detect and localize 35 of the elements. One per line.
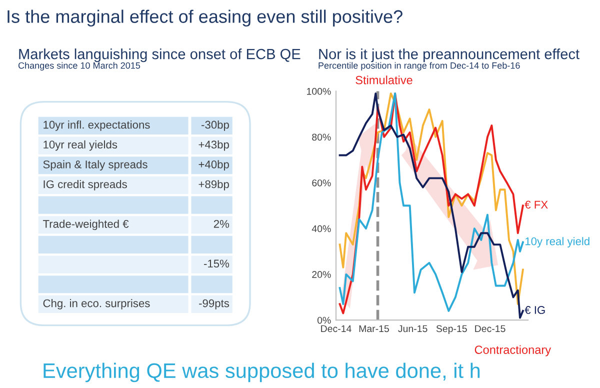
text: Markets languishing since onset of ECB QE (19, 48, 300, 62)
x-tick-label: Mar-15 (359, 325, 389, 332)
category-label: Trade-weighted € (43, 220, 129, 230)
text: +40bp (198, 160, 229, 171)
x-tick-label: Jun-15 (398, 325, 428, 332)
x-tick-label: Dec-14 (321, 325, 352, 332)
text: Everything QE was supposed to have done, it h (44, 362, 480, 382)
y-tick-label: 40% (312, 225, 331, 232)
series-label: € FX (524, 200, 548, 209)
text: +89bp (198, 180, 229, 190)
y-tick-label: 60% (312, 179, 331, 186)
y-tick-label: 0% (317, 316, 331, 324)
text: Stimulative (356, 76, 412, 84)
text: Contractionary (474, 345, 552, 356)
chart-subtitle: Percentile position in range from Dec-14 to Feb-16 (318, 62, 520, 70)
series-label: 10y real yield (525, 237, 590, 248)
chart-title: Nor is it just the preannouncement effect (319, 48, 580, 62)
text: -30bp (202, 120, 229, 131)
category-label: 10yr real yields (44, 140, 118, 151)
text: Changes since 10 March 2015 (18, 62, 140, 70)
category-label: Chg. in eco. surprises (43, 299, 150, 310)
category-label: 10yr infl. expectations (44, 120, 150, 131)
x-tick-label: Dec-15 (475, 325, 506, 332)
text: -15% (204, 260, 230, 268)
y-tick-label: 20% (312, 271, 331, 278)
y-tick-label: 100% (307, 88, 331, 95)
text: 2% (214, 220, 230, 228)
text: Is the marginal effect of easing even still positive? (8, 10, 402, 27)
x-tick-label: Sep-15 (436, 325, 467, 334)
text: +43bp (198, 140, 229, 151)
category-label: Spain & Italy spreads (43, 160, 148, 171)
series-label: € IG (524, 306, 545, 314)
category-label: IG credit spreads (44, 180, 127, 190)
text: -99pts (199, 299, 230, 310)
y-tick-label: 80% (312, 134, 331, 141)
